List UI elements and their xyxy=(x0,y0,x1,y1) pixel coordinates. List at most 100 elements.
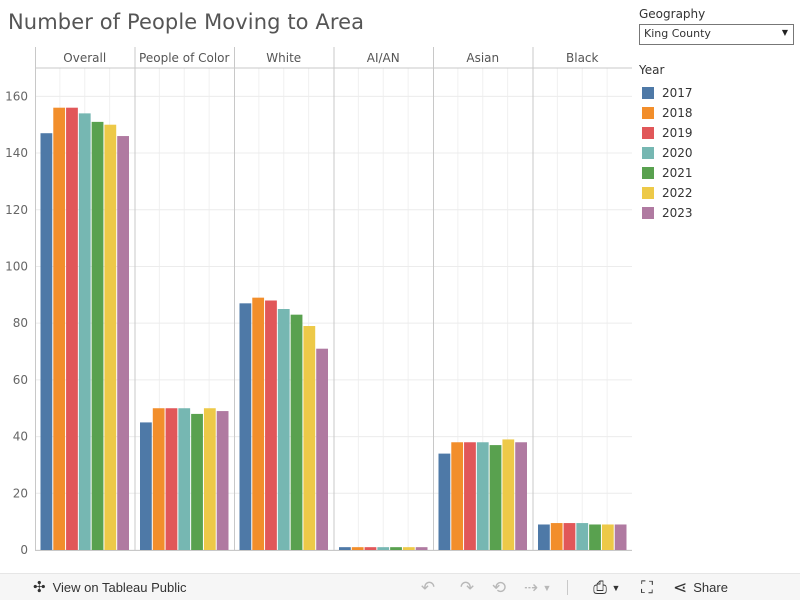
bar-2022[interactable] xyxy=(203,408,216,550)
toolbar: ✣ View on Tableau Public ↶ ↷ ⟲ ⇢ ▼ ⎙ ▼ ⛶… xyxy=(0,573,800,600)
share-button[interactable]: ⋖ Share xyxy=(673,578,728,598)
toolbar-actions: ↶ ↷ ⟲ ⇢ ▼ ⎙ ▼ ⛶ ⋖ Share xyxy=(418,574,728,600)
bar-2023[interactable] xyxy=(415,547,428,550)
bar-chart: 0 20 40 60 80 100 120 140 160 Overall People of Co… xyxy=(5,47,632,557)
bar-2017[interactable] xyxy=(339,547,351,550)
bar-2020[interactable] xyxy=(178,408,191,550)
view-on-tableau-label: View on Tableau Public xyxy=(52,579,187,595)
bar-2023[interactable] xyxy=(216,411,229,550)
category-header: Overall xyxy=(63,51,106,65)
bar-2022[interactable] xyxy=(104,124,117,551)
fullscreen-icon[interactable]: ⛶ xyxy=(641,577,653,597)
redo-icon[interactable]: ↷ xyxy=(459,577,475,597)
category-header: White xyxy=(266,51,301,65)
legend-label: 2018 xyxy=(662,106,693,120)
bar-2019[interactable] xyxy=(265,300,277,550)
category-header: AI/AN xyxy=(367,51,400,65)
bar-2023[interactable] xyxy=(117,136,129,550)
category-header: People of Color xyxy=(139,51,229,65)
y-tick-label: 160 xyxy=(5,89,28,103)
legend-item-2018[interactable]: 2018 xyxy=(639,103,797,123)
bar-2020[interactable] xyxy=(277,309,290,550)
download-dropdown-icon[interactable]: ▼ xyxy=(611,582,621,593)
legend-swatch xyxy=(642,147,654,159)
legend-swatch xyxy=(642,207,654,219)
tableau-logo-icon: ✣ xyxy=(33,579,46,596)
bar-2021[interactable] xyxy=(91,121,104,550)
legend-swatch xyxy=(642,187,654,199)
bar-2022[interactable] xyxy=(402,547,415,550)
bar-2018[interactable] xyxy=(550,523,563,550)
legend-item-2023[interactable]: 2023 xyxy=(639,203,797,223)
geography-filter-label: Geography xyxy=(639,7,706,21)
legend-swatch xyxy=(642,87,654,99)
bar-2021[interactable] xyxy=(290,314,303,550)
bar-2021[interactable] xyxy=(191,413,203,550)
bar-2019[interactable] xyxy=(364,547,377,550)
legend-item-2019[interactable]: 2019 xyxy=(639,123,797,143)
bar-2019[interactable] xyxy=(464,442,476,550)
bar-2020[interactable] xyxy=(78,113,91,550)
bar-2019[interactable] xyxy=(66,107,78,550)
category-header: Asian xyxy=(466,51,499,65)
legend-swatch xyxy=(642,127,654,139)
bar-2022[interactable] xyxy=(601,524,614,550)
bar-2017[interactable] xyxy=(140,422,152,550)
revert-icon[interactable]: ⟲ xyxy=(491,577,507,597)
bar-2020[interactable] xyxy=(576,523,589,550)
bar-2021[interactable] xyxy=(589,524,601,550)
legend-label: 2019 xyxy=(662,126,693,140)
bar-2023[interactable] xyxy=(614,524,627,550)
y-tick-label: 40 xyxy=(13,430,28,444)
chart-title: Number of People Moving to Area xyxy=(8,10,365,34)
refresh-icon[interactable]: ⇢ xyxy=(523,577,539,597)
legend-swatch xyxy=(642,107,654,119)
legend-label: 2023 xyxy=(662,206,693,220)
chart-area: 0 20 40 60 80 100 120 140 160 Overall People of Co… xyxy=(0,44,640,559)
legend-label: 2022 xyxy=(662,186,693,200)
bar-2019[interactable] xyxy=(563,523,576,550)
bar-2019[interactable] xyxy=(165,408,178,550)
legend-item-2022[interactable]: 2022 xyxy=(639,183,797,203)
legend-item-2017[interactable]: 2017 xyxy=(639,83,797,103)
category-header: Black xyxy=(566,51,599,65)
undo-icon[interactable]: ↶ xyxy=(420,577,436,597)
toolbar-divider xyxy=(567,580,568,595)
bar-2020[interactable] xyxy=(476,442,489,550)
bar-2023[interactable] xyxy=(316,348,328,550)
y-tick-label: 120 xyxy=(5,203,28,217)
share-icon: ⋖ xyxy=(673,577,688,597)
bar-2017[interactable] xyxy=(239,303,252,550)
legend-label: 2017 xyxy=(662,86,693,100)
y-tick-label: 100 xyxy=(5,259,28,273)
bar-2018[interactable] xyxy=(351,547,364,550)
y-tick-label: 140 xyxy=(5,146,28,160)
bar-2017[interactable] xyxy=(40,133,53,550)
legend-item-2020[interactable]: 2020 xyxy=(639,143,797,163)
y-tick-label: 20 xyxy=(13,486,28,500)
download-icon[interactable]: ⎙ xyxy=(593,577,607,597)
bar-2018[interactable] xyxy=(451,442,464,550)
bar-2017[interactable] xyxy=(538,524,550,550)
bar-2018[interactable] xyxy=(152,408,165,550)
geography-select-value: King County xyxy=(644,27,711,40)
legend-label: 2021 xyxy=(662,166,693,180)
bar-2018[interactable] xyxy=(252,297,265,550)
bar-2021[interactable] xyxy=(489,445,502,550)
legend-item-2021[interactable]: 2021 xyxy=(639,163,797,183)
legend: 2017 2018 2019 2020 2021 2022 2023 xyxy=(639,83,797,223)
view-on-tableau-button[interactable]: ✣ View on Tableau Public xyxy=(33,578,187,596)
bar-2022[interactable] xyxy=(502,439,515,550)
geography-select[interactable]: King County ▼ xyxy=(639,24,794,45)
bar-2017[interactable] xyxy=(438,453,451,550)
refresh-dropdown-icon[interactable]: ▼ xyxy=(542,582,552,593)
bar-2022[interactable] xyxy=(303,326,316,550)
bar-2023[interactable] xyxy=(515,442,527,550)
y-tick-label: 60 xyxy=(13,373,28,387)
dropdown-arrow-icon: ▼ xyxy=(781,28,788,37)
share-label: Share xyxy=(693,580,728,595)
bar-2020[interactable] xyxy=(377,547,390,550)
bar-2021[interactable] xyxy=(390,547,402,550)
legend-title: Year xyxy=(639,63,665,77)
bar-2018[interactable] xyxy=(53,107,66,550)
